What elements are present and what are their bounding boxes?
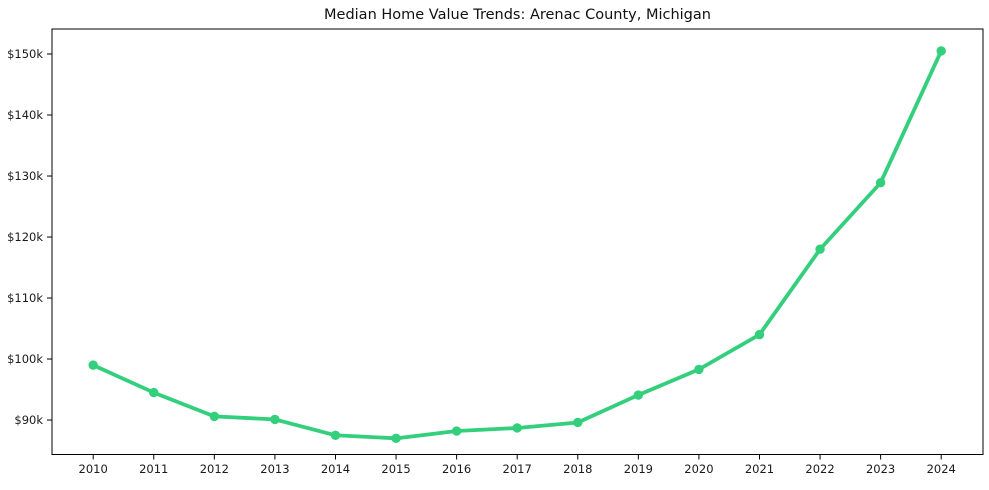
- y-tick-label: $150k: [7, 46, 43, 61]
- data-point-marker: [149, 387, 159, 398]
- data-point-marker: [815, 244, 825, 254]
- data-point-marker: [512, 423, 522, 433]
- x-tick-label: 2014: [320, 462, 351, 476]
- x-tick-label: 2020: [684, 462, 714, 476]
- data-point-marker: [936, 46, 946, 56]
- x-tick-label: 2019: [623, 462, 653, 476]
- data-point-marker: [270, 414, 280, 425]
- data-point-marker: [451, 426, 462, 436]
- x-tick-label: 2018: [563, 462, 593, 476]
- data-point-marker: [875, 178, 886, 188]
- plot-frame: [51, 28, 984, 455]
- y-tick-label: $90k: [14, 412, 43, 427]
- y-tick-label: $130k: [7, 168, 43, 183]
- trend-line: [91, 49, 944, 441]
- data-point-marker: [694, 364, 704, 375]
- x-tick-label: 2015: [381, 462, 411, 476]
- data-point-marker: [633, 390, 644, 400]
- x-tick-label: 2024: [926, 462, 956, 476]
- x-tick-label: 2016: [441, 462, 472, 476]
- x-tick-label: 2022: [805, 462, 835, 476]
- x-tick-label: 2012: [199, 462, 229, 476]
- x-tick-label: 2023: [865, 462, 896, 476]
- x-tick-label: 2010: [78, 462, 108, 476]
- y-tick-label: $110k: [7, 290, 43, 305]
- data-point-marker: [330, 430, 341, 440]
- data-point-marker: [754, 329, 765, 340]
- x-tick-label: 2011: [139, 462, 169, 476]
- y-tick-label: $120k: [7, 229, 43, 244]
- data-point-marker: [391, 433, 401, 444]
- data-point-marker: [573, 417, 583, 428]
- y-tick-label: $140k: [7, 107, 43, 122]
- y-tick-label: $100k: [7, 351, 43, 366]
- chart-title: Median Home Value Trends: Arenac County,…: [324, 7, 711, 23]
- x-tick-label: 2017: [502, 462, 532, 476]
- data-point-marker: [88, 360, 98, 370]
- x-tick-label: 2021: [744, 462, 775, 476]
- data-point-marker: [209, 411, 220, 422]
- x-tick-label: 2013: [260, 462, 290, 476]
